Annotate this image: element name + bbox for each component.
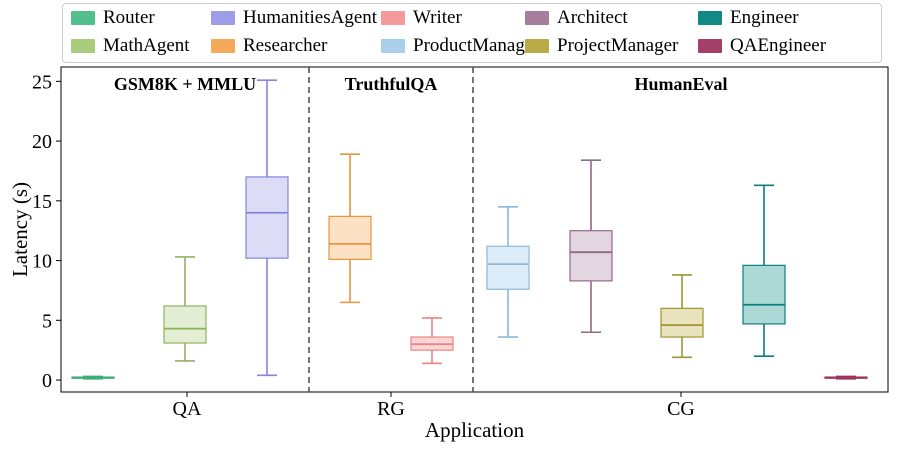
section-title: TruthfulQA [345, 74, 438, 94]
legend-item: MathAgent [71, 35, 190, 57]
box-engineer [742, 264, 786, 325]
legend-item: ProductManager [381, 35, 540, 57]
plot-frame [60, 66, 889, 393]
legend-label: Engineer [730, 7, 799, 28]
legend-item: ProjectManager [525, 35, 678, 57]
y-tick-label: 5 [42, 310, 52, 332]
legend-item: Router [71, 7, 155, 29]
x-axis-label: Application [425, 418, 525, 442]
legend-item: Architect [525, 7, 628, 29]
legend-label: QAEngineer [730, 35, 827, 56]
legend-swatch [525, 11, 549, 25]
legend-label: Researcher [243, 35, 328, 56]
legend-swatch [211, 11, 235, 25]
y-tick-label: 20 [32, 131, 52, 153]
legend-item: Writer [381, 7, 462, 29]
box-architect [569, 230, 613, 282]
legend-label: Writer [413, 7, 462, 28]
legend-label: MathAgent [103, 35, 190, 56]
x-tick-label: QA [173, 398, 202, 420]
legend-label: Router [103, 7, 155, 28]
box-projectmanager [660, 307, 704, 338]
section-title: GSM8K + MMLU [114, 74, 256, 94]
y-tick-label: 15 [32, 191, 52, 213]
legend-item: Researcher [211, 35, 327, 57]
section-title: HumanEval [634, 74, 727, 94]
legend-label: HumanitiesAgent [243, 7, 378, 28]
box-humanitiesagent [245, 176, 289, 259]
box-productmanager [486, 245, 530, 290]
legend: Router MathAgent HumanitiesAgent Researcher… [62, 3, 882, 63]
y-axis-label: Latency (s) [8, 182, 32, 277]
legend-label: ProjectManager [557, 35, 679, 56]
legend-item: QAEngineer [698, 35, 826, 57]
legend-swatch [211, 39, 235, 53]
legend-item: HumanitiesAgent [211, 7, 377, 29]
legend-swatch [525, 39, 549, 53]
y-tick-label: 10 [32, 251, 52, 273]
legend-swatch [698, 39, 722, 53]
box-researcher [328, 215, 372, 260]
legend-swatch [698, 11, 722, 25]
legend-label: Architect [557, 7, 628, 28]
box-mathagent [163, 305, 207, 344]
legend-item: Engineer [698, 7, 799, 29]
y-tick-label: 0 [42, 370, 52, 392]
legend-swatch [381, 39, 405, 53]
legend-label: ProductManager [413, 35, 540, 56]
x-tick-label: RG [377, 398, 405, 420]
y-tick-label: 25 [32, 71, 52, 93]
legend-swatch [71, 11, 95, 25]
x-tick-label: CG [667, 398, 695, 420]
legend-swatch [381, 11, 405, 25]
legend-swatch [71, 39, 95, 53]
